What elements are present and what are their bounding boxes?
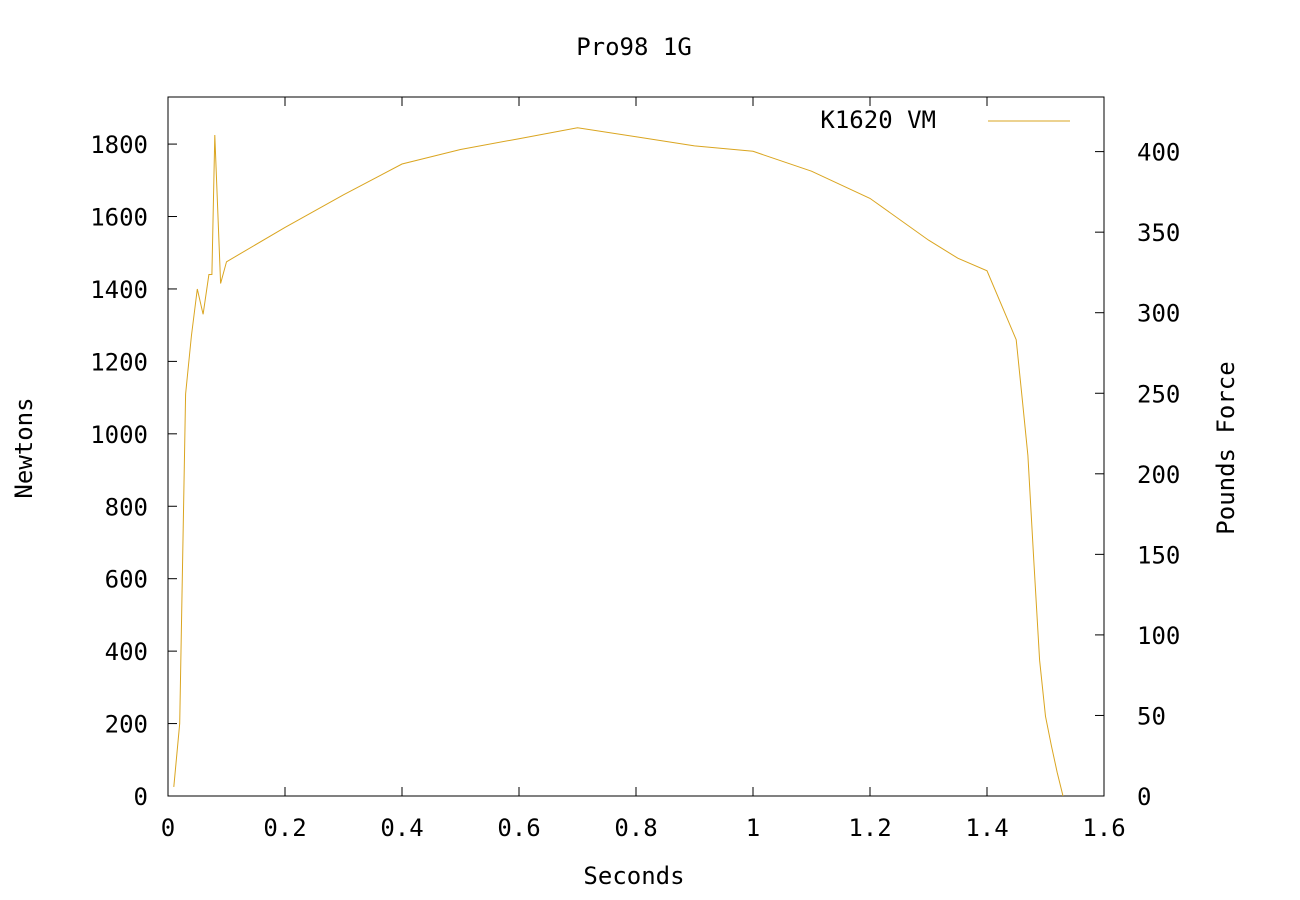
x-tick-label: 0.6 <box>497 814 540 842</box>
y2-tick-label: 0 <box>1137 783 1151 811</box>
x-tick-label: 0 <box>161 814 175 842</box>
x-tick-label: 1 <box>746 814 760 842</box>
y2-tick-label: 300 <box>1137 300 1180 328</box>
series-layer <box>173 127 1064 797</box>
y2-tick-label: 50 <box>1137 702 1166 730</box>
y2-tick-label: 250 <box>1137 380 1180 408</box>
y2-tick-label: 100 <box>1137 622 1180 650</box>
y-axis-right: 0 50 100 150 200 250 300 350 400 <box>1095 139 1180 811</box>
x-axis-label: Seconds <box>583 862 684 890</box>
y-tick-label: 1000 <box>90 421 148 449</box>
y2-tick-label: 350 <box>1137 219 1180 247</box>
chart-title: Pro98 1G <box>576 33 692 61</box>
x-tick-label: 0.2 <box>263 814 306 842</box>
y-tick-label: 1600 <box>90 204 148 232</box>
x-tick-label: 1.4 <box>965 814 1008 842</box>
plot-frame <box>167 96 1105 797</box>
x-tick-label: 0.4 <box>380 814 423 842</box>
y2-tick-label: 150 <box>1137 541 1180 569</box>
y-tick-label: 400 <box>105 638 148 666</box>
y-axis-left: 0 200 400 600 800 1000 1200 1400 1600 1800 <box>90 131 177 811</box>
x-tick-label: 1.2 <box>848 814 891 842</box>
y2-axis-label: Pounds Force <box>1212 361 1240 534</box>
y-tick-label: 1800 <box>90 131 148 159</box>
x-tick-label: 1.6 <box>1082 814 1125 842</box>
y2-tick-label: 400 <box>1137 139 1180 167</box>
legend-label: K1620 VM <box>820 106 936 134</box>
x-tick-label: 0.8 <box>614 814 657 842</box>
series-line-k1620-vm <box>173 127 1064 797</box>
y-tick-label: 800 <box>105 493 148 521</box>
y-tick-label: 1200 <box>90 348 148 376</box>
y2-tick-label: 200 <box>1137 461 1180 489</box>
y-tick-label: 0 <box>134 783 148 811</box>
x-axis: 0 0.2 0.4 0.6 0.8 1 1.2 1.4 1.6 <box>161 97 1126 842</box>
legend: K1620 VM <box>820 106 1070 134</box>
y-tick-label: 600 <box>105 566 148 594</box>
y-axis-label: Newtons <box>10 397 38 498</box>
y-tick-label: 1400 <box>90 276 148 304</box>
y-tick-label: 200 <box>105 711 148 739</box>
